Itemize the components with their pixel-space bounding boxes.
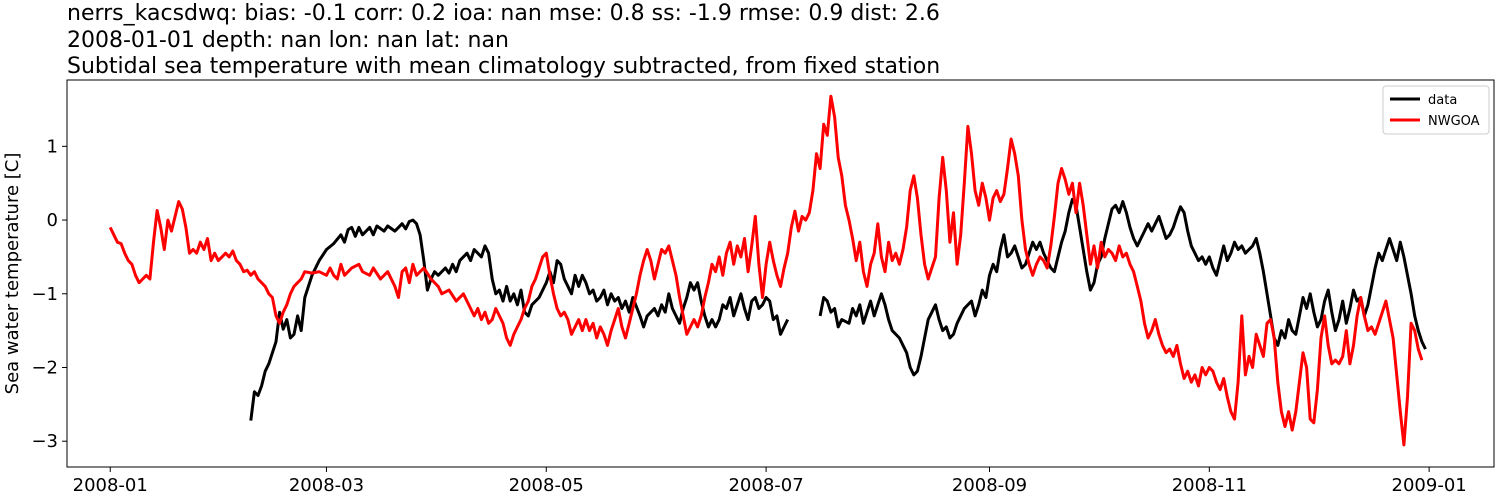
series-line-nwgoa-segment-1 [108, 94, 1424, 447]
y-tick-label: 1 [47, 136, 58, 157]
series-layer [108, 94, 1427, 447]
plot-frame [66, 79, 1495, 468]
x-axis: 2008-01 2008-03 2008-05 2008-07 2008-09 2008-… [73, 467, 1467, 496]
x-tick-label: 2008-03 [289, 475, 364, 496]
x-tick-label: 2008-07 [728, 475, 803, 496]
x-tick-label: 2008-11 [1172, 475, 1247, 496]
y-tick-label: −3 [31, 431, 58, 452]
series-line-data-segment-2 [818, 197, 1427, 377]
x-tick-label: 2009-01 [1392, 475, 1467, 496]
legend-label-nwgoa: NWGOA [1428, 114, 1480, 129]
chart-title-line-2: 2008-01-01 depth: nan lon: nan lat: nan [67, 28, 509, 53]
y-axis: −3 −2 −1 0 1 [31, 136, 67, 452]
chart-title-line-1: nerrs_kacsdwq: bias: -0.1 corr: 0.2 ioa:… [67, 1, 940, 26]
y-tick-label: −1 [31, 284, 58, 305]
chart-title-line-3: Subtidal sea temperature with mean clima… [67, 54, 941, 79]
legend: data NWGOA [1382, 85, 1490, 135]
y-axis-label: Sea water temperature [C] [2, 153, 23, 395]
y-tick-label: 0 [47, 210, 58, 231]
x-tick-label: 2008-01 [73, 475, 148, 496]
y-tick-label: −2 [31, 357, 58, 378]
legend-label-data: data [1428, 93, 1457, 108]
series-line-data-segment-1 [249, 218, 790, 421]
x-tick-label: 2008-09 [952, 475, 1027, 496]
x-tick-label: 2008-05 [509, 475, 584, 496]
